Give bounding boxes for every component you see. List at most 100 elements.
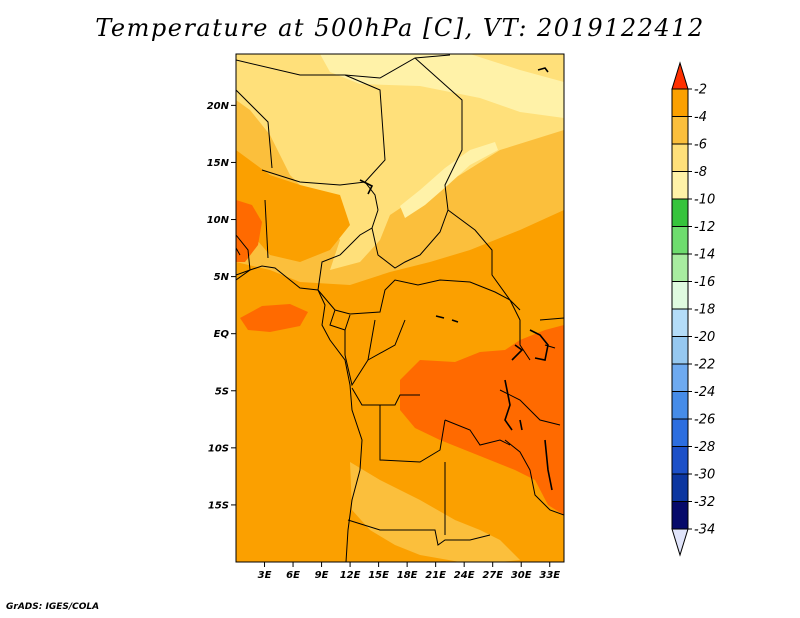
colorbar-swatch <box>671 363 689 392</box>
field-warmest-gulf <box>240 304 308 332</box>
field-coldest-streak <box>400 142 498 218</box>
lon-tick-label: 9E <box>315 570 329 581</box>
field-warmest-central <box>400 325 564 515</box>
border-nigeria-cameroon <box>317 209 379 291</box>
colorbar-label: -10 <box>694 193 715 208</box>
border-congo-drc <box>367 319 406 361</box>
lat-tick-label: 10S <box>208 443 229 454</box>
colorbar-top-arrow <box>671 61 689 90</box>
lon-tick-label: 21E <box>425 570 446 581</box>
colorbar-label: -32 <box>694 495 715 510</box>
colorbar-swatch <box>671 143 689 172</box>
lake-victoria-shore <box>529 329 549 361</box>
red-sea-coast <box>537 67 549 73</box>
colorbar-swatch <box>671 308 689 337</box>
map-title: Temperature at 500hPa [C], VT: 201912241… <box>95 14 705 42</box>
colorbar-swatch <box>671 473 689 502</box>
field-coldest-north <box>320 54 564 118</box>
colorbar-swatch <box>671 336 689 365</box>
border-drc-zambia <box>444 419 511 446</box>
border-kenya-ethiopia <box>539 317 564 321</box>
border-angola-drc-north <box>351 387 420 406</box>
longitude-axis: 3E 6E 9E 12E 15E 18E 21E 24E 27E 30E 33E <box>258 562 560 581</box>
lon-tick-label: 27E <box>482 570 503 581</box>
colorbar-label: -4 <box>694 110 707 125</box>
border-sudan-ssudan <box>447 209 521 311</box>
border-niger-nigeria <box>261 169 379 211</box>
colorbar-swatch <box>671 198 689 227</box>
lat-tick-label: 5N <box>214 272 230 283</box>
colorbar-swatch <box>671 253 689 282</box>
border-angola-namibia <box>347 519 491 546</box>
colorbar-label: -24 <box>694 385 715 400</box>
colorbar-label: -20 <box>694 330 715 345</box>
footer-credit: GrADS: IGES/COLA <box>6 602 100 612</box>
border-angola-drc-east <box>379 405 446 463</box>
colorbar-swatch <box>671 501 689 530</box>
coastline-atlantic <box>236 265 363 562</box>
border-ghana-togo <box>236 234 251 281</box>
lat-tick-label: 5S <box>215 386 229 397</box>
border-chad-car <box>371 209 449 269</box>
colorbar-swatch <box>671 226 689 255</box>
field-warmest-west <box>236 200 262 262</box>
colorbar-label: -34 <box>694 523 715 538</box>
colorbar-label: -18 <box>694 303 715 318</box>
country-borders <box>236 54 564 562</box>
colorbar-swatch <box>671 281 689 310</box>
border-car-drc <box>317 279 511 315</box>
lon-tick-label: 30E <box>511 570 532 581</box>
lon-tick-label: 33E <box>539 570 560 581</box>
border-uganda-kenya <box>509 299 531 361</box>
lon-tick-label: 15E <box>368 570 389 581</box>
colorbar-label: -26 <box>694 413 715 428</box>
colorbar-label: -22 <box>694 358 715 373</box>
border-benin <box>264 199 269 259</box>
colorbar-label: -2 <box>694 83 707 98</box>
border-mali <box>236 89 273 169</box>
lake-malawi <box>544 439 553 491</box>
lon-tick-label: 12E <box>340 570 361 581</box>
lat-tick-label: 15S <box>208 500 229 511</box>
colorbar-label: -28 <box>694 440 715 455</box>
field-warm-northwest <box>236 150 350 262</box>
border-lake-victoria <box>544 344 556 349</box>
border-zambia-malawi <box>504 439 564 516</box>
colorbar-label: -6 <box>694 138 707 153</box>
border-gabon-congo <box>344 319 376 387</box>
colorbar-swatch <box>671 171 689 200</box>
lake-tanganyika <box>504 379 513 431</box>
lat-tick-label: EQ <box>214 329 230 340</box>
lake-chad <box>359 179 374 195</box>
lake-mweru <box>519 419 523 431</box>
colorbar-bottom-arrow <box>671 528 689 557</box>
latitude-axis: 20N 15N 10N 5N EQ 5S 10S 15S <box>207 101 236 511</box>
lon-tick-label: 24E <box>454 570 475 581</box>
temperature-field <box>236 54 564 562</box>
colorbar-label: -14 <box>694 248 715 263</box>
colorbar-swatch <box>671 418 689 447</box>
border-tanzania <box>499 389 561 426</box>
lon-tick-label: 18E <box>397 570 418 581</box>
map-frame <box>235 53 565 563</box>
colorbar-swatch <box>671 446 689 475</box>
colorbar-label: -30 <box>694 468 715 483</box>
lat-tick-label: 10N <box>207 215 230 226</box>
lon-tick-label: 6E <box>286 570 300 581</box>
border-algeria-south <box>236 54 451 79</box>
lon-tick-label: 3E <box>258 570 272 581</box>
border-niger-chad <box>344 74 386 183</box>
coastline-west <box>236 247 241 256</box>
border-eq-guinea <box>329 309 351 331</box>
colorbar-label: -16 <box>694 275 715 290</box>
lake-albert <box>511 344 524 361</box>
lat-tick-label: 20N <box>207 101 230 112</box>
lakes <box>359 67 553 491</box>
colorbar-label: -12 <box>694 220 715 235</box>
colorbar: -2 -4 -6 -8 -10 -12 -14 -16 -18 -20 -22 -24 -26 -28 -3… <box>671 61 715 557</box>
field-cold-band <box>236 54 564 270</box>
lat-tick-label: 15N <box>207 158 230 169</box>
colorbar-label: -8 <box>694 165 707 180</box>
field-cooler-south <box>350 462 520 562</box>
